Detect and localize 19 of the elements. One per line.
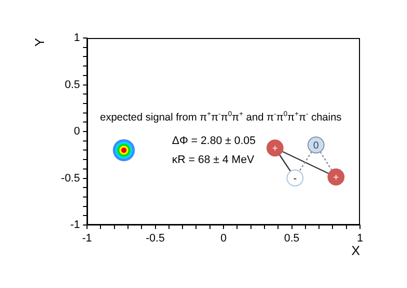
y-tick-label: 1 [74, 32, 80, 44]
y-tick-label: 0.5 [64, 78, 80, 91]
annotation: + [333, 172, 340, 184]
text: 0 [313, 140, 319, 152]
x-axis-title: X [351, 243, 360, 258]
y-axis-title: Y [32, 38, 48, 47]
y-tick-label: -0.5 [61, 172, 80, 184]
x-tick-label: 1 [356, 232, 364, 245]
annotation: + [272, 144, 278, 154]
annotation: 0 [228, 111, 232, 118]
annotation: κR = 68 ± 4 MeV [172, 154, 254, 166]
x-tick-label: 0 [220, 232, 227, 245]
x-tick-label: 0.5 [284, 232, 300, 245]
y-tick-label: 0 [74, 126, 80, 138]
x-tick-label: -1 [82, 232, 92, 245]
annotation: ΔΦ = 2.80 ± 0.05 [172, 135, 256, 147]
x-tick-label: -0.5 [146, 232, 165, 245]
annotation: - [293, 174, 297, 184]
y-tick-label: -1 [70, 219, 80, 232]
